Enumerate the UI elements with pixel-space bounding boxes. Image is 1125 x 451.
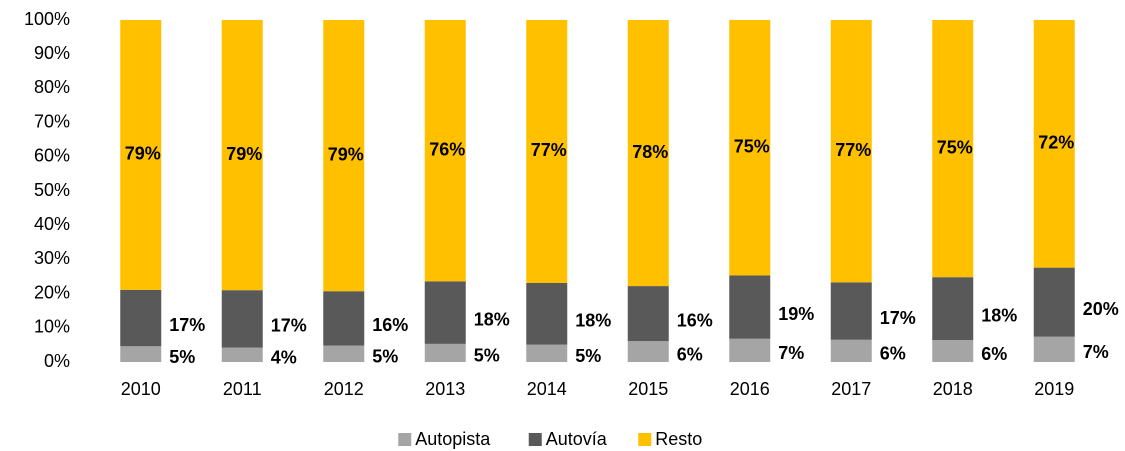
legend-swatch <box>398 433 412 446</box>
bar-segment <box>627 20 669 287</box>
legend-label: Autopista <box>415 429 491 449</box>
bar-segment <box>729 338 771 362</box>
data-label: 6% <box>677 344 703 364</box>
bar-segment <box>221 20 263 291</box>
data-label: 18% <box>981 305 1017 325</box>
x-tick-label: 2017 <box>831 379 871 399</box>
bar-segment <box>120 346 162 362</box>
x-tick-label: 2019 <box>1034 379 1074 399</box>
bar-segment <box>526 344 568 362</box>
bar-segment <box>1033 20 1075 268</box>
data-label: 5% <box>575 346 601 366</box>
bar-segment <box>120 20 162 290</box>
data-label: 20% <box>1083 299 1119 319</box>
bar-segment <box>627 341 669 362</box>
y-tick-label: 60% <box>34 146 70 166</box>
data-label: 76% <box>429 139 465 159</box>
y-tick-label: 0% <box>44 351 70 371</box>
x-tick-label: 2016 <box>730 379 770 399</box>
y-tick-label: 80% <box>34 77 70 97</box>
y-tick-label: 100% <box>24 9 70 29</box>
x-tick-label: 2018 <box>933 379 973 399</box>
bar-segment <box>424 281 466 344</box>
x-tick-label: 2010 <box>121 379 161 399</box>
legend-swatch <box>528 433 542 446</box>
data-label: 17% <box>271 316 307 336</box>
data-label: 18% <box>575 311 611 331</box>
legend-label: Autovía <box>546 429 608 449</box>
bar-segment <box>526 20 568 283</box>
data-label: 5% <box>372 347 398 367</box>
data-label: 16% <box>372 315 408 335</box>
bar-segment <box>729 275 771 339</box>
bar-segment <box>1033 336 1075 362</box>
data-label: 79% <box>328 144 364 164</box>
bar-segment <box>526 282 568 345</box>
data-label: 7% <box>1083 342 1109 362</box>
legend-label: Resto <box>655 429 702 449</box>
x-tick-label: 2012 <box>324 379 364 399</box>
y-tick-label: 30% <box>34 248 70 268</box>
data-label: 75% <box>734 136 770 156</box>
x-tick-label: 2013 <box>425 379 465 399</box>
bar-segment <box>221 290 263 348</box>
y-tick-label: 10% <box>34 317 70 337</box>
bar-segment <box>221 347 263 362</box>
bar-segment <box>323 20 365 292</box>
data-label: 17% <box>880 308 916 328</box>
data-label: 79% <box>226 144 262 164</box>
bar-segment <box>424 343 466 362</box>
data-label: 7% <box>778 343 804 363</box>
data-label: 18% <box>474 309 510 329</box>
bar-segment <box>830 282 872 340</box>
data-label: 72% <box>1038 133 1074 153</box>
data-label: 5% <box>169 347 195 367</box>
bar-segment <box>830 339 872 362</box>
data-label: 6% <box>981 344 1007 364</box>
bar-segment <box>323 291 365 346</box>
data-label: 5% <box>474 346 500 366</box>
x-tick-label: 2015 <box>628 379 668 399</box>
y-tick-label: 20% <box>34 282 70 302</box>
bar-segment <box>424 20 466 282</box>
data-label: 75% <box>937 137 973 157</box>
bar-segment <box>932 20 974 278</box>
data-label: 6% <box>880 344 906 364</box>
data-label: 79% <box>125 144 161 164</box>
data-label: 16% <box>677 310 713 330</box>
bar-segment <box>323 345 365 362</box>
x-tick-label: 2011 <box>223 379 262 399</box>
y-tick-label: 90% <box>34 43 70 63</box>
legend-swatch <box>638 433 652 446</box>
data-label: 17% <box>169 315 205 335</box>
bar-segment <box>830 20 872 283</box>
data-label: 78% <box>632 142 668 162</box>
data-label: 4% <box>271 348 297 368</box>
x-tick-label: 2014 <box>527 379 567 399</box>
y-tick-label: 40% <box>34 214 70 234</box>
data-label: 19% <box>778 304 814 324</box>
bar-segment <box>729 20 771 276</box>
bar-segment <box>932 277 974 341</box>
y-tick-label: 50% <box>34 180 70 200</box>
bar-segment <box>627 286 669 342</box>
data-label: 77% <box>531 140 567 160</box>
data-label: 77% <box>835 140 871 160</box>
bar-segment <box>1033 267 1075 337</box>
bar-segment <box>932 340 974 362</box>
y-tick-label: 70% <box>34 111 70 131</box>
bar-segment <box>120 289 162 347</box>
